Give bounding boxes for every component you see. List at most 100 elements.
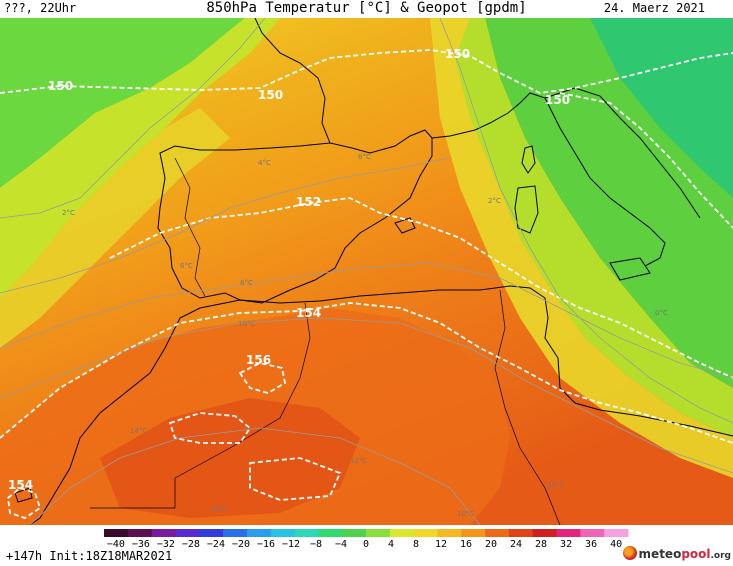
coast-iberia [157, 138, 433, 304]
scale-swatch [270, 529, 296, 537]
isotherm-label: 14°C [130, 427, 147, 435]
border-algeria-morocco [174, 302, 311, 479]
scale-tick-label: −16 [257, 539, 275, 549]
isotherm-10 [0, 317, 733, 474]
yellow-band-west [0, 108, 230, 348]
valid-date-label: 24. Maerz 2021 [603, 1, 705, 15]
yellow-band-east [430, 18, 733, 478]
coast-adriatic [544, 87, 701, 219]
legend-bar: −40 −36 −32 −28 −24 −20 −16 −12 −8 −4 0 4 8 12 16 20 24 2… [0, 525, 733, 566]
island-sicily [609, 257, 651, 281]
map-title: 850hPa Temperatur [°C] & Geopot [gpdm] [206, 0, 527, 16]
geopotential-contours [0, 49, 733, 519]
scale-tick-label: −36 [132, 539, 150, 549]
geopot-label: 156 [246, 353, 271, 367]
scale-swatch [104, 529, 129, 537]
isotherm-label: 12°C [210, 505, 227, 513]
scale-swatch [294, 529, 319, 537]
scale-swatch [318, 529, 343, 537]
scale-tick-label: −12 [282, 539, 300, 549]
border-algeria-tunisia [494, 289, 521, 449]
scale-swatch [223, 529, 248, 537]
scale-swatch [175, 529, 200, 537]
isotherm-label: 2°C [62, 209, 75, 217]
temperature-map: 150 150 150 150 152 154 156 154 2°C 6°C … [0, 18, 733, 525]
brand-globe-icon [622, 546, 637, 560]
isotherm-label: 8°C [240, 279, 253, 287]
scale-tick-label: 8 [413, 539, 419, 549]
scale-swatch [508, 529, 534, 537]
brand-logo[interactable]: meteopool.org [622, 546, 731, 561]
geopot-label: 150 [48, 79, 73, 93]
cold-area-northwest [0, 18, 245, 188]
scale-tick-label: 40 [610, 539, 622, 549]
scale-swatch [485, 529, 510, 537]
scale-tick-label: 20 [485, 539, 497, 549]
brand-text-meteo: meteo [638, 547, 682, 561]
coast-france [254, 18, 433, 154]
contour-154-canary [7, 486, 42, 519]
coast-north-africa [164, 285, 733, 437]
contour-150-east [559, 92, 733, 229]
isotherm-label: 6°C [180, 262, 193, 270]
brand-text-pool: pool [681, 547, 711, 561]
geopot-label: 150 [445, 47, 470, 61]
isotherm-8 [0, 262, 733, 379]
island-corsica [521, 145, 536, 174]
scale-swatch [199, 529, 224, 537]
scale-tick-label: 12 [435, 539, 447, 549]
isotherm-label: 10°C [457, 510, 474, 518]
scale-swatch [580, 529, 605, 537]
isotherm-label: 2°C [488, 197, 501, 205]
scale-tick-label: −40 [107, 539, 125, 549]
country-borders [90, 157, 561, 525]
scale-tick-label: 32 [560, 539, 572, 549]
run-info-label: +147h Init:18Z18MAR2021 [6, 549, 173, 563]
isotherm-2-east [439, 18, 733, 424]
isotherm-label: 6°C [358, 153, 371, 161]
scale-tick-label: 0 [363, 539, 369, 549]
scale-swatch [556, 529, 581, 537]
contour-152 [109, 197, 733, 379]
header-bar: ???, 22Uhr 850hPa Temperatur [°C] & Geop… [0, 0, 733, 18]
scale-swatch [151, 529, 176, 537]
isotherm-label: 12°C [547, 481, 564, 489]
scale-swatch [366, 529, 391, 537]
scale-tick-label: 4 [388, 539, 394, 549]
border-spain-portugal [174, 157, 206, 297]
scale-tick-label: −28 [182, 539, 200, 549]
scale-swatch [604, 529, 629, 537]
scale-swatch [127, 529, 153, 537]
scale-swatch [246, 529, 272, 537]
geopot-label: 154 [296, 306, 321, 320]
scale-swatch [532, 529, 558, 537]
geopotential-labels: 150 150 150 150 152 154 156 154 [8, 47, 570, 492]
scale-swatch [389, 529, 415, 537]
scale-tick-label: −20 [232, 539, 250, 549]
brand-text-org: .org [710, 551, 731, 561]
coastlines [29, 18, 733, 525]
temperature-color-scale: −40 −36 −32 −28 −24 −20 −16 −12 −8 −4 0 4 8 12 16 20 24 2… [104, 529, 629, 549]
contour-154 [0, 302, 733, 444]
isotherms [0, 18, 733, 525]
scale-tick-label: −32 [157, 539, 175, 549]
scale-swatch [461, 529, 486, 537]
isotherm-label: 10°C [238, 320, 255, 328]
contour-150-west [0, 49, 733, 94]
isotherm-labels: 2°C 6°C 4°C 8°C 2°C 0°C 10°C 14°C 12°C 1… [62, 153, 668, 518]
isotherm-label: 12°C [350, 457, 367, 465]
contour-156-loop-3 [249, 457, 342, 501]
yellowgreen-band-east [455, 18, 733, 438]
cool-core-east [590, 18, 733, 198]
geopot-label: 152 [296, 195, 321, 209]
scale-tick-label: −4 [335, 539, 347, 549]
scale-swatch [437, 529, 462, 537]
scale-tick-label: 36 [585, 539, 597, 549]
forecast-time-label: ???, 22Uhr [4, 1, 77, 15]
geopot-label: 150 [258, 88, 283, 102]
coast-italy-west [431, 92, 666, 267]
isotherm-6 [0, 157, 451, 294]
island-balearics [394, 217, 416, 234]
geopot-label: 150 [545, 93, 570, 107]
scale-swatch [413, 529, 438, 537]
